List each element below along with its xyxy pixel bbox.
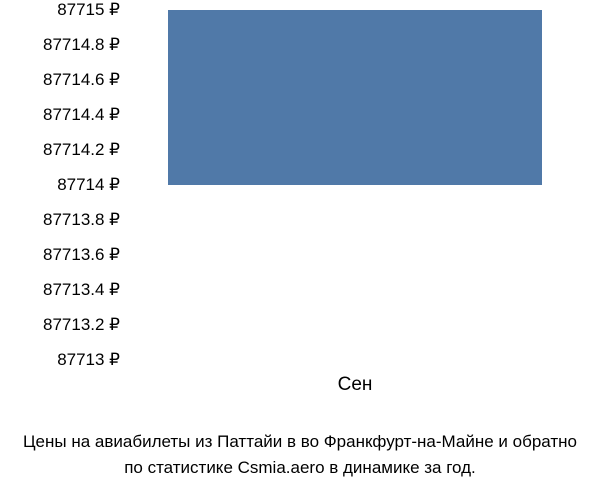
y-tick: 87714 ₽ [57,175,120,195]
bar [168,10,542,185]
y-tick: 87715 ₽ [57,0,120,20]
y-tick: 87714.6 ₽ [43,70,120,90]
chart-caption: Цены на авиабилеты из Паттайи в во Франк… [0,429,600,480]
caption-line-2: по статистике Csmia.aero в динамике за г… [124,458,476,477]
y-tick: 87714.8 ₽ [43,35,120,55]
y-tick: 87713.8 ₽ [43,210,120,230]
y-tick: 87713.4 ₽ [43,280,120,300]
caption-line-1: Цены на авиабилеты из Паттайи в во Франк… [23,432,577,451]
y-tick: 87713.2 ₽ [43,315,120,335]
x-axis-label: Сен [338,374,373,396]
y-tick: 87713 ₽ [57,350,120,370]
y-tick: 87714.2 ₽ [43,140,120,160]
y-tick: 87713.6 ₽ [43,245,120,265]
plot-area: Сен [135,10,575,360]
y-axis: 87715 ₽87714.8 ₽87714.6 ₽87714.4 ₽87714.… [0,10,130,380]
chart-area: 87715 ₽87714.8 ₽87714.6 ₽87714.4 ₽87714.… [0,10,600,380]
y-tick: 87714.4 ₽ [43,105,120,125]
